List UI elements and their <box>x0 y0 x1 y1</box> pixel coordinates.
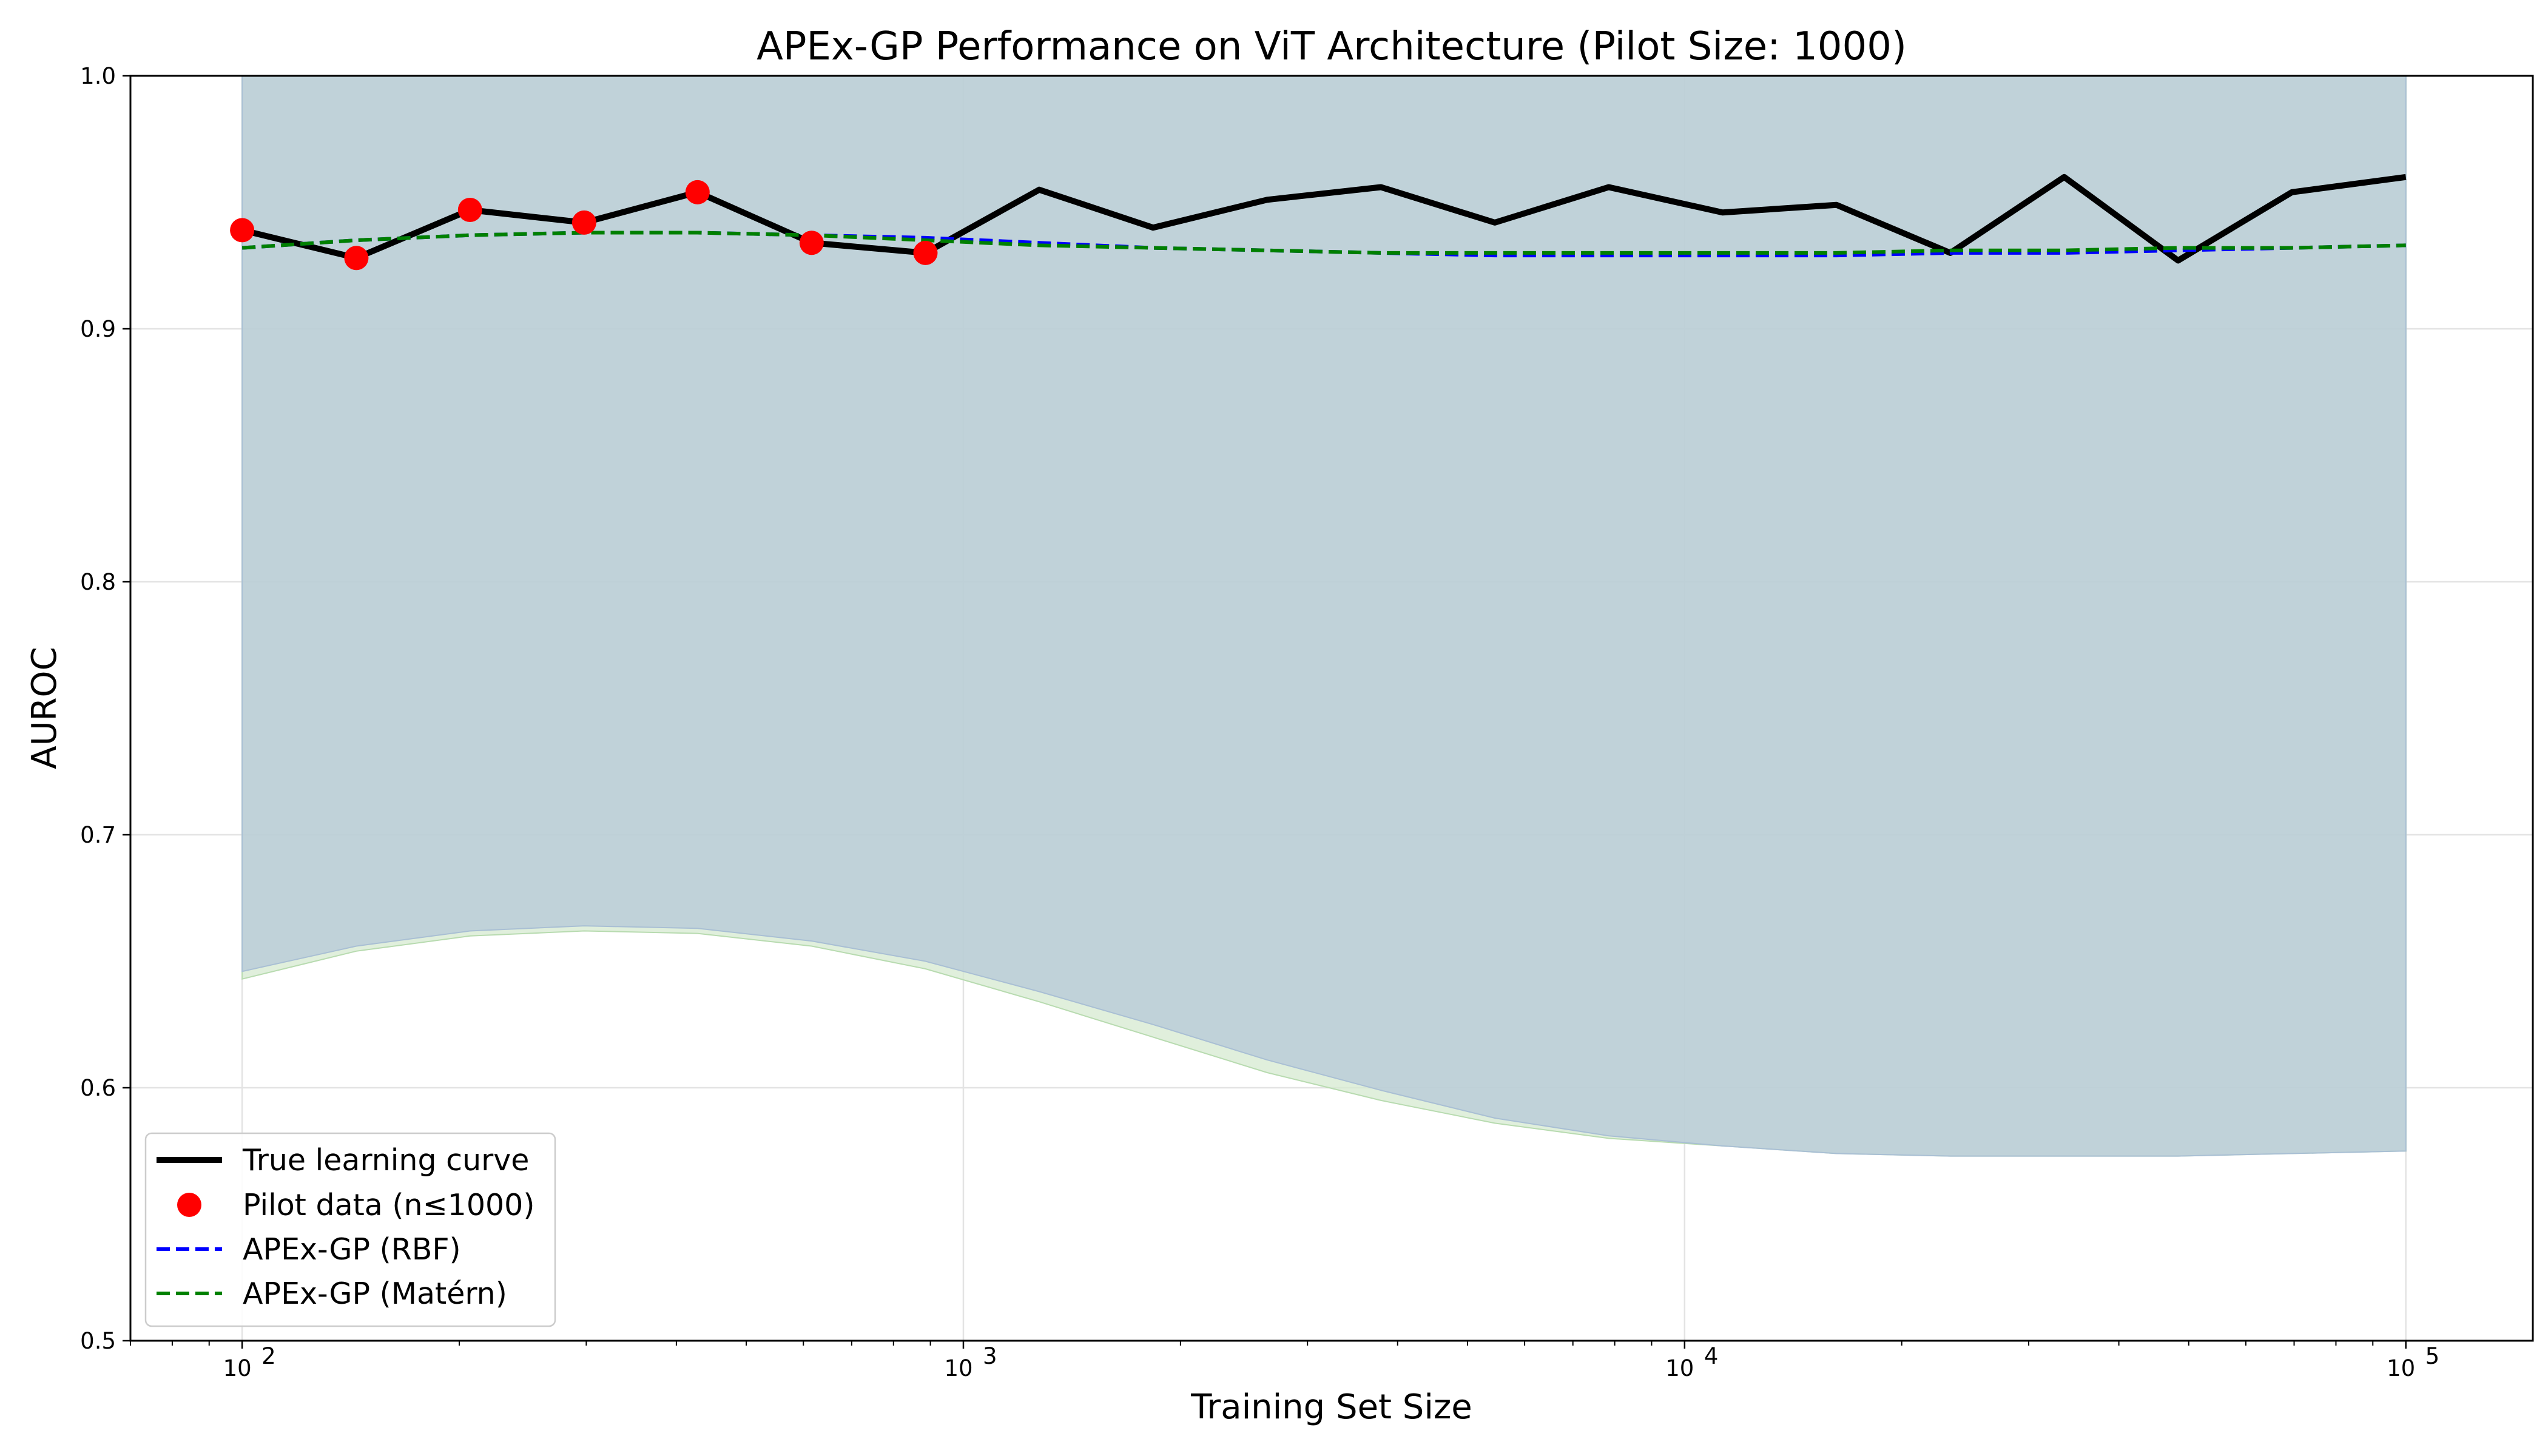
axis-ticks: 0.5 0.6 0.7 0.8 0.9 1.0 10 2 10 3 10 4 10 5 <box>80 63 2439 1381</box>
pilot-data-point <box>685 180 710 204</box>
x-tick-exponent: 2 <box>261 1343 276 1369</box>
legend: True learning curve Pilot data (n≤1000) AP… <box>144 1132 556 1327</box>
pilot-data-point <box>344 246 369 271</box>
x-axis-title: Training Set Size <box>1190 1387 1472 1427</box>
y-axis-title: AUROC <box>25 647 64 769</box>
y-tick-label: 0.7 <box>80 822 116 848</box>
matern-mean-line <box>241 231 2406 255</box>
legend-rbf-label: APEx-GP (RBF) <box>243 1232 461 1267</box>
true-learning-curve-line <box>241 174 2407 264</box>
plot-frame <box>129 75 2534 1342</box>
pilot-data-point <box>230 218 255 243</box>
x-tick-exponent: 4 <box>1704 1343 1719 1369</box>
x-tick-label: 10 <box>223 1355 252 1381</box>
y-tick-label: 1.0 <box>80 63 116 89</box>
legend-box <box>144 1132 556 1327</box>
legend-true-curve-label: True learning curve <box>242 1143 529 1178</box>
y-tick-label: 0.6 <box>80 1075 116 1101</box>
x-tick-exponent: 5 <box>2425 1343 2440 1369</box>
pilot-points <box>230 180 938 271</box>
pilot-data-point <box>457 198 482 223</box>
pilot-data-point <box>913 240 938 265</box>
x-tick-exponent: 3 <box>983 1343 997 1369</box>
y-tick-label: 0.5 <box>80 1328 116 1354</box>
legend-matern-label: APEx-GP (Matérn) <box>243 1276 507 1311</box>
curve-lines <box>241 174 2407 264</box>
x-tick-label: 10 <box>1665 1355 1694 1381</box>
x-tick-label: 10 <box>2387 1355 2415 1381</box>
pilot-data-point <box>799 231 824 255</box>
y-tick-label: 0.8 <box>80 569 116 595</box>
chart-title: APEx-GP Performance on ViT Architecture … <box>757 24 1907 69</box>
y-tick-label: 0.9 <box>80 316 116 342</box>
confidence-bands <box>241 75 2407 1157</box>
pilot-data-point <box>571 210 596 235</box>
legend-pilot-swatch <box>177 1193 201 1217</box>
legend-pilot-label: Pilot data (n≤1000) <box>243 1188 534 1222</box>
x-tick-label: 10 <box>944 1355 972 1381</box>
plot-area <box>129 75 2534 1342</box>
